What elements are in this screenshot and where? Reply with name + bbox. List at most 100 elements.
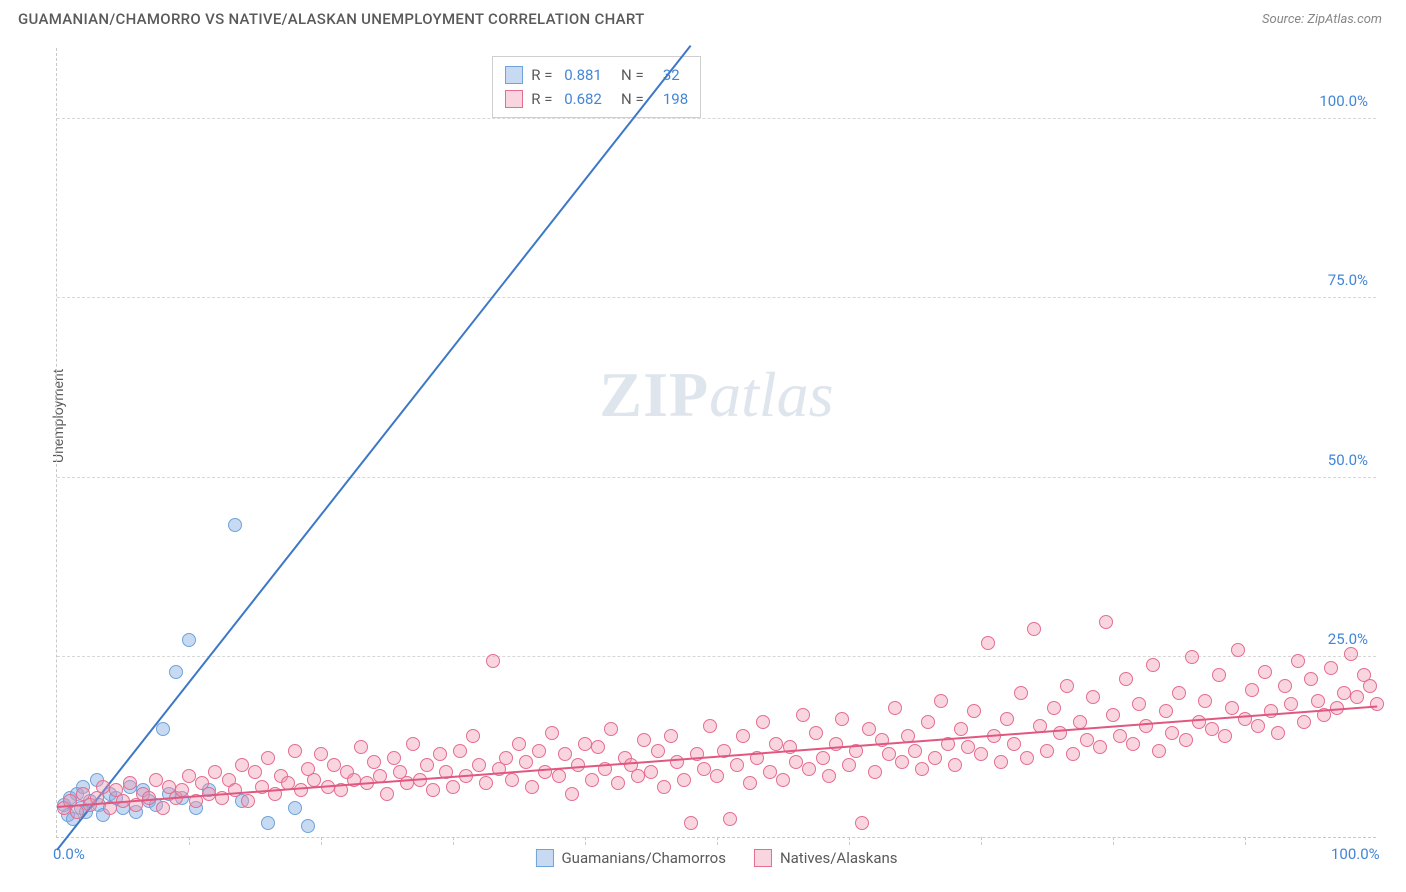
data-point — [974, 747, 988, 761]
stats-legend-row: R = 0.682 N = 198 — [505, 87, 688, 111]
legend-label: Guamanians/Chamorros — [561, 849, 725, 867]
data-point — [1271, 726, 1285, 740]
stats-legend: R = 0.881 N = 32R = 0.682 N = 198 — [492, 56, 701, 118]
watermark: ZIPatlas — [599, 358, 833, 432]
data-point — [578, 737, 592, 751]
stat-n-label: N = — [610, 63, 648, 87]
data-point — [142, 791, 156, 805]
chart-container: Unemployment ZIPatlas R = 0.881 N = 32R … — [18, 40, 1388, 870]
data-point — [261, 751, 275, 765]
data-point — [70, 805, 84, 819]
data-point — [96, 780, 110, 794]
data-point — [446, 780, 460, 794]
legend-item: Natives/Alaskans — [754, 849, 898, 867]
data-point — [1000, 712, 1014, 726]
data-point — [1363, 679, 1377, 693]
data-point — [499, 751, 513, 765]
legend-swatch — [754, 849, 772, 867]
data-point — [855, 816, 869, 830]
data-point — [1099, 615, 1113, 629]
regression-line — [57, 706, 1377, 809]
data-point — [1126, 737, 1140, 751]
data-point — [1020, 751, 1034, 765]
data-point — [1304, 672, 1318, 686]
data-point — [420, 758, 434, 772]
data-point — [670, 755, 684, 769]
data-point — [816, 751, 830, 765]
gridline-h — [57, 656, 1376, 657]
x-tick — [321, 837, 322, 845]
data-point — [1337, 686, 1351, 700]
data-point — [915, 762, 929, 776]
data-point — [1218, 729, 1232, 743]
data-point — [288, 744, 302, 758]
data-point — [895, 755, 909, 769]
data-point — [1159, 704, 1173, 718]
data-point — [1146, 658, 1160, 672]
data-point — [327, 758, 341, 772]
data-point — [882, 747, 896, 761]
data-point — [961, 740, 975, 754]
data-point — [387, 751, 401, 765]
y-tick-label: 25.0% — [1328, 630, 1368, 648]
data-point — [611, 776, 625, 790]
data-point — [888, 701, 902, 715]
data-point — [736, 729, 750, 743]
data-point — [1198, 694, 1212, 708]
data-point — [525, 780, 539, 794]
gridline-h — [57, 118, 1376, 119]
data-point — [1251, 719, 1265, 733]
legend-label: Natives/Alaskans — [780, 849, 898, 867]
stat-r-label: R = — [531, 87, 556, 111]
data-point — [208, 765, 222, 779]
data-point — [651, 744, 665, 758]
watermark-zip: ZIP — [599, 359, 709, 430]
regression-line — [56, 45, 691, 851]
data-point — [1106, 708, 1120, 722]
data-point — [981, 636, 995, 650]
data-point — [248, 765, 262, 779]
x-tick — [717, 837, 718, 845]
data-point — [967, 704, 981, 718]
data-point — [1212, 668, 1226, 682]
data-point — [1324, 661, 1338, 675]
data-point — [1284, 697, 1298, 711]
data-point — [1370, 697, 1384, 711]
data-point — [314, 747, 328, 761]
data-point — [1278, 679, 1292, 693]
data-point — [1047, 701, 1061, 715]
data-point — [512, 737, 526, 751]
data-point — [1152, 744, 1166, 758]
data-point — [1132, 697, 1146, 711]
data-point — [802, 762, 816, 776]
data-point — [294, 783, 308, 797]
data-point — [228, 518, 242, 532]
data-point — [301, 819, 315, 833]
data-point — [235, 758, 249, 772]
data-point — [479, 776, 493, 790]
data-point — [1264, 704, 1278, 718]
data-point — [228, 783, 242, 797]
x-tick — [453, 837, 454, 845]
data-point — [809, 726, 823, 740]
data-point — [545, 726, 559, 740]
data-point — [261, 816, 275, 830]
series-legend: Guamanians/Chamorros Natives/Alaskans — [535, 849, 897, 867]
data-point — [472, 758, 486, 772]
x-tick — [189, 837, 190, 845]
stat-n-value: 198 — [655, 87, 688, 111]
data-point — [1113, 729, 1127, 743]
data-point — [307, 773, 321, 787]
legend-item: Guamanians/Chamorros — [535, 849, 725, 867]
data-point — [1185, 650, 1199, 664]
data-point — [822, 769, 836, 783]
gridline-h — [57, 297, 1376, 298]
y-tick-label: 50.0% — [1328, 451, 1368, 469]
data-point — [1291, 654, 1305, 668]
data-point — [406, 737, 420, 751]
data-point — [367, 755, 381, 769]
data-point — [954, 722, 968, 736]
data-point — [1350, 690, 1364, 704]
data-point — [644, 765, 658, 779]
data-point — [519, 755, 533, 769]
